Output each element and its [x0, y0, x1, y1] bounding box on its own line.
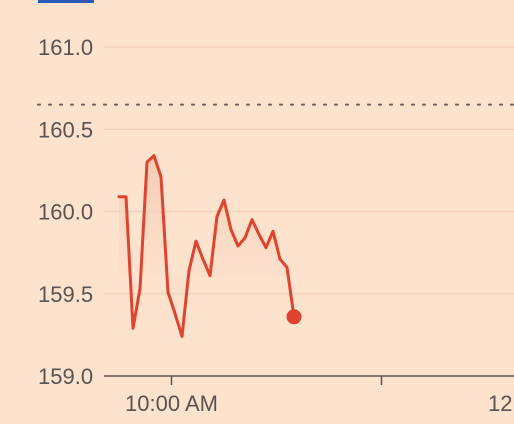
x-axis	[104, 375, 514, 385]
series-line	[117, 154, 296, 338]
y-tick-label-159.5: 159.5	[38, 282, 93, 307]
y-tick-label-161.0: 161.0	[38, 35, 93, 60]
x-axis-labels: 10:00 AM 12	[125, 391, 512, 416]
x-tick-label-10:00: 10:00 AM	[125, 391, 218, 416]
y-tick-label-160.5: 160.5	[38, 117, 93, 142]
range-tab-indicator[interactable]	[38, 0, 94, 3]
y-tick-label-159.0: 159.0	[38, 364, 93, 389]
latest-price-dot	[286, 309, 302, 325]
series-line-group	[117, 154, 302, 338]
series-area-fill	[119, 155, 294, 337]
area-fill-group	[119, 155, 294, 337]
y-axis-labels: 159.0 159.5 160.0 160.5 161.0	[38, 35, 93, 389]
x-tick-label-12:00: 12	[488, 391, 512, 416]
y-tick-label-160.0: 160.0	[38, 200, 93, 225]
